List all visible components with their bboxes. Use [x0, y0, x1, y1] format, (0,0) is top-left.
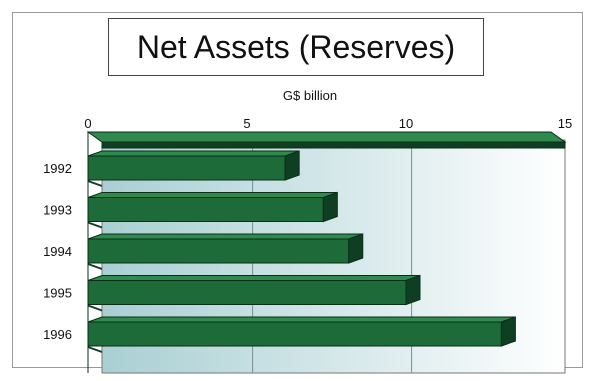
bar-top-face	[87, 192, 338, 198]
axis-slab-top	[86, 131, 567, 143]
bar	[87, 238, 350, 264]
y-tick-label: 1993	[43, 203, 72, 218]
y-tick-label: 1996	[43, 327, 72, 342]
x-tick-label: 15	[558, 116, 572, 131]
bar-end-face	[348, 233, 364, 264]
bar	[87, 280, 407, 305]
bar-end-face	[322, 191, 338, 223]
y-tick-label: 1994	[43, 244, 72, 259]
x-tick-label: 5	[243, 116, 250, 131]
bar-top-face	[87, 275, 421, 281]
bar	[87, 155, 286, 181]
chart-title: Net Assets (Reserves)	[108, 18, 484, 76]
bar	[87, 197, 324, 222]
bar-base-shadow	[88, 180, 102, 187]
bar-base-shadow	[88, 263, 102, 270]
x-axis-label: G$ billion	[282, 88, 338, 103]
axis-slab-front	[101, 141, 566, 149]
bar-base-shadow	[88, 221, 102, 229]
bar-top-face	[87, 150, 300, 157]
bar-end-face	[284, 150, 300, 181]
bar-end-face	[500, 316, 516, 347]
x-tick-label: 10	[399, 116, 413, 131]
bar-top-face	[87, 316, 516, 323]
x-tick-label: 0	[84, 116, 91, 131]
y-tick-label: 1995	[43, 286, 72, 301]
y-tick-label: 1992	[43, 161, 72, 176]
bar-top-face	[87, 233, 363, 240]
bar-base-shadow	[88, 346, 102, 353]
bar-base-shadow	[88, 304, 102, 312]
bar	[87, 321, 502, 347]
bar-end-face	[405, 274, 421, 306]
